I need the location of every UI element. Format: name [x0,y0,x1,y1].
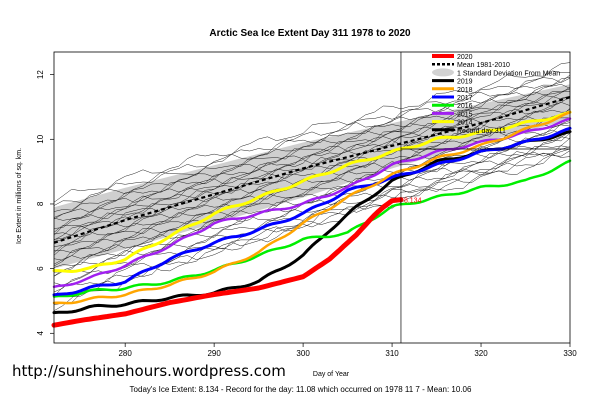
current-value-label: 8.134 [404,198,422,205]
history-line [53,90,571,229]
mean-series-group [53,96,571,244]
history-line [53,77,571,212]
y-tick-label: 8 [36,201,45,206]
reference-lines: 8.134 [400,52,570,343]
history-line [53,136,571,274]
history-line [53,70,571,206]
x-tick-label: 290 [207,349,221,358]
history-line [53,74,571,220]
x-tick-label: 330 [563,349,577,358]
history-line [53,132,571,277]
history-line [53,62,571,203]
history-line [53,150,571,306]
highlight-series-group [51,110,572,328]
history-line [53,77,571,218]
legend-label: 2014 [457,120,473,127]
y-tick-label: 6 [36,266,45,271]
axes: 280 290 300 310 320 330 4 6 8 10 12 [36,70,577,358]
plot-frame [53,51,571,344]
y-tick-label: 12 [36,70,45,79]
history-line [53,129,571,268]
history-line [53,124,571,265]
x-tick-label: 300 [296,349,310,358]
legend-label: 2019 [457,79,473,86]
legend-label: 2015 [457,111,473,118]
history-line [53,88,571,233]
watermark-url: http://sunshinehours.wordpress.com [12,362,286,380]
series-line-2016 [52,117,572,289]
y-tick-label: 4 [36,331,45,336]
history-line [53,145,571,286]
legend-label: 2020 [457,54,473,61]
history-line [53,154,571,298]
x-tick-label: 320 [474,349,488,358]
footer-status: Today's Ice Extent: 8.134 - Record for t… [129,385,472,394]
mean-line [53,96,571,244]
x-axis-label: Day of Year [313,371,350,378]
chart-title: Arctic Sea Ice Extent Day 311 1978 to 20… [209,28,411,39]
legend-label: Record day 311 [457,128,506,135]
series-line-2019 [52,110,572,305]
y-axis-label: Ice Extent in millions of sq. km. [16,148,23,244]
x-tick-label: 280 [118,349,132,358]
history-line [53,148,571,297]
series-line-2017 [52,159,572,298]
x-tick-label: 310 [385,349,399,358]
series-line-2020 [51,197,404,328]
history-line [53,84,571,221]
series-line-2015 [52,110,572,273]
series-line-2018 [52,126,572,297]
history-line [53,131,571,277]
history-line [53,96,571,242]
y-tick-label: 10 [36,134,45,143]
history-line [53,95,571,236]
legend-swatch [432,68,454,77]
history-line [53,117,571,253]
legend-label: Mean 1981-2010 [457,62,510,69]
legend-label: 2016 [457,103,473,110]
legend-label: 2017 [457,95,473,102]
legend-label: 2018 [457,87,473,94]
legend-label: 1 Standard Deviation From Mean [457,70,560,77]
history-line [53,109,571,247]
